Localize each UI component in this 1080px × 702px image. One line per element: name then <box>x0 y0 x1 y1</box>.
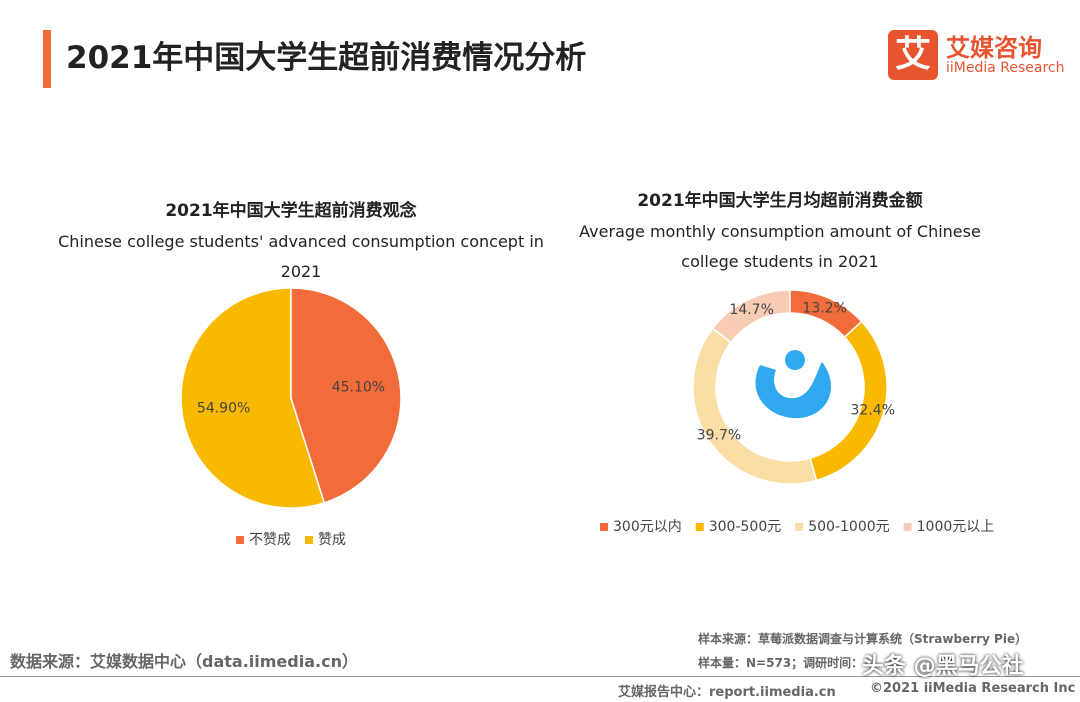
watermark: 头条 @黑马公社 <box>862 654 1024 679</box>
data-label: 45.10% <box>332 380 385 396</box>
chart-title: 2021年中国大学生超前消费观念 <box>165 201 417 221</box>
data-label: 32.4% <box>851 402 895 418</box>
center-icon <box>755 362 831 419</box>
copyright: ©2021 iiMedia Research Inc <box>870 681 1076 696</box>
legend-label: 赞成 <box>318 532 346 548</box>
logo-subname: iiMedia Research <box>946 60 1065 76</box>
sample-size: 样本量：N=573；调研时间： <box>698 656 864 670</box>
legend-swatch <box>695 523 704 531</box>
chart-subtitle: Chinese college students' advanced consu… <box>58 232 544 281</box>
slice <box>809 320 888 482</box>
data-source: 数据来源：艾媒数据中心（data.iimedia.cn） <box>10 652 358 671</box>
legend-label: 500-1000元 <box>808 519 889 535</box>
sample-source: 样本来源：草莓派数据调查与计算系统（Strawberry Pie） <box>698 632 1028 646</box>
data-label: 13.2% <box>802 300 846 316</box>
slice <box>692 327 818 485</box>
slice <box>789 289 863 339</box>
slice <box>290 287 402 504</box>
logo-name: 艾媒咨询 <box>946 34 1042 62</box>
data-label: 54.90% <box>197 400 250 416</box>
chart-subtitle: Average monthly consumption amount of Ch… <box>579 222 981 271</box>
accent-bar <box>43 30 51 88</box>
legend-swatch <box>305 536 313 544</box>
legend-swatch <box>795 523 804 531</box>
page-title: 2021年中国大学生超前消费情况分析 <box>66 40 587 76</box>
legend-label: 300元以内 <box>613 519 682 535</box>
slice <box>180 287 326 509</box>
legend-swatch <box>903 523 912 531</box>
legend-label: 300-500元 <box>709 519 782 535</box>
legend-label: 1000元以上 <box>917 519 995 535</box>
legend-swatch <box>236 536 244 544</box>
data-label: 39.7% <box>697 428 741 444</box>
report-center: 艾媒报告中心：report.iimedia.cn <box>618 685 836 700</box>
footer-rule <box>0 676 1080 677</box>
legend-swatch <box>600 523 608 531</box>
chart-title: 2021年中国大学生月均超前消费金额 <box>637 191 923 211</box>
legend-label: 不赞成 <box>249 532 291 548</box>
logo-icon: 艾 <box>888 30 938 80</box>
data-label: 14.7% <box>729 302 773 318</box>
center-icon-dot <box>785 350 805 370</box>
center-icon-bg <box>738 335 842 439</box>
